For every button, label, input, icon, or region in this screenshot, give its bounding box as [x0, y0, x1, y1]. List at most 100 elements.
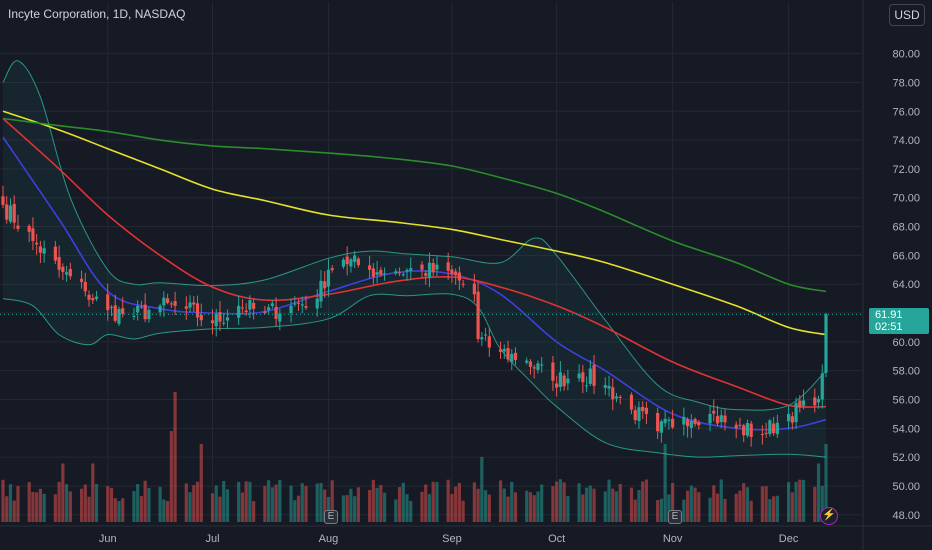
candle-body [195, 303, 200, 318]
candle-body [697, 422, 701, 426]
volume-bar [431, 481, 435, 522]
candle-body [723, 415, 727, 423]
candle-body [61, 266, 65, 273]
volume-bar [323, 489, 327, 522]
y-tick-label: 66.00 [892, 250, 920, 262]
volume-bar [401, 482, 405, 522]
earnings-icon[interactable]: E [668, 510, 682, 524]
volume-bar [472, 482, 476, 522]
candle-body [94, 296, 99, 300]
volume-bar [225, 489, 230, 522]
currency-button[interactable]: USD [889, 4, 925, 26]
candle-body [91, 298, 95, 301]
volume-bar [528, 492, 533, 522]
earnings-icon[interactable]: E [324, 510, 338, 524]
volume-bar [42, 493, 46, 522]
volume-bar [712, 485, 716, 522]
candle-body [323, 281, 327, 289]
volume-bar [794, 481, 798, 522]
candle-body [775, 422, 779, 435]
volume-bar [214, 485, 218, 522]
volume-bar [734, 493, 738, 522]
candle-body [248, 300, 252, 310]
volume-bar [53, 494, 57, 522]
volume-bar [558, 479, 562, 522]
volume-bar [143, 480, 147, 522]
volume-bar [667, 494, 671, 522]
volume-bar [132, 491, 136, 522]
volume-bar [629, 487, 634, 522]
volume-bar [775, 495, 779, 522]
candle-body [816, 399, 821, 403]
volume-bar [382, 492, 387, 522]
volume-bar [424, 484, 428, 522]
y-tick-label: 58.00 [892, 366, 920, 378]
bollinger-lower-line [2, 293, 827, 458]
candle-body [375, 272, 379, 275]
volume-bar [296, 495, 301, 522]
candle-body [506, 347, 510, 360]
volume-bar [446, 479, 450, 522]
volume-bar [427, 494, 432, 522]
candle-body [162, 297, 166, 306]
y-tick-label: 78.00 [892, 77, 920, 89]
volume-bar [248, 481, 252, 522]
candle-body [184, 306, 188, 309]
volume-bar [592, 488, 596, 522]
x-tick-label: Nov [663, 533, 683, 545]
candle-body [64, 272, 69, 275]
candle-body [218, 312, 222, 322]
volume-bar [540, 484, 544, 522]
volume-bar [35, 492, 39, 522]
volume-bar [813, 486, 817, 522]
candle-body [222, 322, 226, 324]
candle-body [274, 306, 278, 319]
candle-body [5, 204, 9, 220]
volume-bar [588, 485, 592, 522]
chart-title: Incyte Corporation, 1D, NASDAQ [8, 7, 186, 21]
candle-body [345, 256, 349, 265]
volume-bar [356, 487, 360, 522]
candle-body [689, 421, 693, 428]
volume-bar [315, 483, 319, 522]
candle-body [57, 257, 61, 270]
volume-bar [210, 493, 215, 522]
volume-bar [764, 486, 768, 522]
volume-bar [483, 490, 488, 522]
volume-bar [300, 483, 304, 522]
candle-body [53, 246, 57, 261]
grid-lines [0, 2, 862, 522]
volume-bar [109, 487, 114, 522]
candle-body [644, 407, 649, 415]
volume-bar [375, 487, 379, 522]
price-axis[interactable]: 48.0050.0052.0054.0056.0058.0060.0062.00… [862, 0, 920, 550]
candle-body [353, 255, 357, 262]
candle-body [409, 268, 413, 271]
time-axis[interactable]: Jun Jul Aug Sep Oct Nov Dec [0, 525, 932, 545]
y-tick-label: 80.00 [892, 49, 920, 61]
candle-body [749, 423, 753, 437]
candle-body [349, 259, 353, 267]
candle-body [38, 246, 43, 253]
volume-bar [353, 496, 357, 522]
y-tick-label: 72.00 [892, 164, 920, 176]
volume-bar [117, 500, 121, 522]
volume-bar [326, 496, 331, 522]
volume-bar [162, 499, 166, 522]
candle-body [659, 421, 663, 433]
volume-bar [566, 495, 570, 522]
volume-bar [5, 496, 9, 522]
volume-bar [158, 486, 162, 522]
volume-bar [139, 496, 144, 522]
volume-bar [113, 498, 117, 522]
flash-icon[interactable]: ⚡ [820, 507, 838, 525]
y-tick-label: 48.00 [892, 510, 920, 522]
candle-body [813, 397, 817, 406]
volume-bar [577, 483, 581, 522]
candle-body [296, 302, 301, 304]
volume-bar [525, 490, 529, 522]
candle-body [685, 419, 690, 427]
volume-bar [682, 499, 686, 522]
volume-bar [457, 482, 461, 522]
